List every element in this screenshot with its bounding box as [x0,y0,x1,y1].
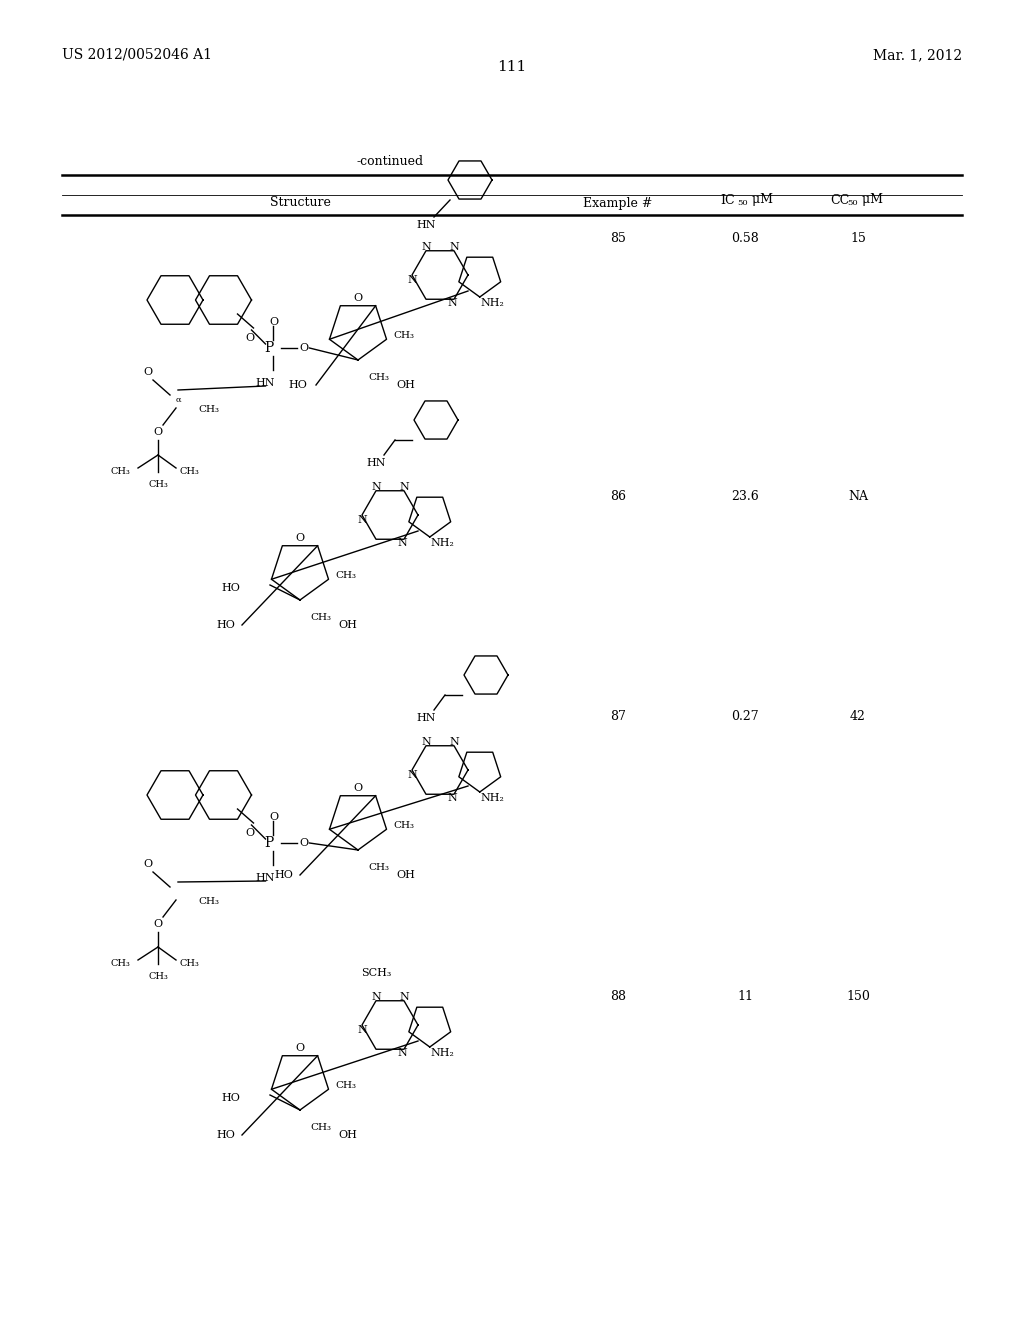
Text: CH₃: CH₃ [393,330,414,339]
Text: HO: HO [221,1093,240,1104]
Text: 88: 88 [610,990,626,1003]
Text: OH: OH [396,380,415,389]
Text: CH₃: CH₃ [335,570,356,579]
Text: CH₃: CH₃ [198,898,219,907]
Text: 42: 42 [850,710,866,723]
Text: O: O [299,838,308,847]
Text: O: O [245,828,254,838]
Text: N: N [450,737,459,747]
Text: HN: HN [256,378,275,388]
Text: N: N [371,993,381,1002]
Text: N: N [447,793,457,803]
Text: O: O [269,317,279,327]
Text: O: O [353,783,362,793]
Text: CH₃: CH₃ [180,960,200,969]
Text: Mar. 1, 2012: Mar. 1, 2012 [872,48,962,62]
Text: N: N [421,242,431,252]
Text: CH₃: CH₃ [368,863,389,873]
Text: CH₃: CH₃ [310,614,331,623]
Text: CH₃: CH₃ [393,821,414,829]
Text: CH₃: CH₃ [335,1081,356,1089]
Text: Example #: Example # [584,197,652,210]
Text: CH₃: CH₃ [180,467,200,477]
Text: 23.6: 23.6 [731,490,759,503]
Text: O: O [299,343,308,352]
Text: CH₃: CH₃ [111,960,130,969]
Text: O: O [296,533,304,543]
Text: NH₂: NH₂ [430,539,454,548]
Text: P: P [264,836,273,850]
Text: IC: IC [720,194,734,206]
Text: US 2012/0052046 A1: US 2012/0052046 A1 [62,48,212,62]
Text: HO: HO [216,620,234,630]
Text: 15: 15 [850,232,866,246]
Text: O: O [143,367,153,378]
Text: 87: 87 [610,710,626,723]
Text: -continued: -continued [356,154,424,168]
Text: N: N [357,515,367,525]
Text: N: N [447,298,457,308]
Text: CH₃: CH₃ [111,467,130,477]
Text: O: O [143,859,153,869]
Text: O: O [353,293,362,304]
Text: NA: NA [848,490,868,503]
Text: SCH₃: SCH₃ [360,968,391,978]
Text: HN: HN [416,220,436,230]
Text: N: N [399,993,409,1002]
Text: N: N [450,242,459,252]
Text: N: N [357,1026,367,1035]
Text: O: O [269,812,279,822]
Text: NH₂: NH₂ [480,793,504,803]
Text: OH: OH [396,870,415,880]
Text: 86: 86 [610,490,626,503]
Text: OH: OH [338,620,357,630]
Text: O: O [296,1043,304,1053]
Text: CH₃: CH₃ [198,405,219,414]
Text: CH₃: CH₃ [148,480,168,488]
Text: P: P [264,341,273,355]
Text: 150: 150 [846,990,870,1003]
Text: NH₂: NH₂ [430,1048,454,1059]
Text: 111: 111 [498,59,526,74]
Text: α: α [175,396,181,404]
Text: NH₂: NH₂ [480,298,504,308]
Text: HN: HN [367,458,386,469]
Text: HN: HN [416,713,436,723]
Text: HO: HO [274,870,293,880]
Text: 0.58: 0.58 [731,232,759,246]
Text: 85: 85 [610,232,626,246]
Text: 50: 50 [847,199,858,207]
Text: 0.27: 0.27 [731,710,759,723]
Text: N: N [408,770,417,780]
Text: HO: HO [216,1130,234,1140]
Text: N: N [397,539,407,548]
Text: CC: CC [830,194,849,206]
Text: OH: OH [338,1130,357,1140]
Text: HN: HN [256,873,275,883]
Text: O: O [154,426,163,437]
Text: 50: 50 [737,199,748,207]
Text: N: N [371,482,381,492]
Text: HO: HO [221,583,240,593]
Text: CH₃: CH₃ [148,972,168,981]
Text: N: N [397,1048,407,1059]
Text: μM: μM [858,194,883,206]
Text: O: O [154,919,163,929]
Text: N: N [408,275,417,285]
Text: HO: HO [288,380,307,389]
Text: 11: 11 [737,990,753,1003]
Text: N: N [399,482,409,492]
Text: N: N [421,737,431,747]
Text: O: O [245,333,254,343]
Text: Structure: Structure [269,197,331,210]
Text: CH₃: CH₃ [310,1123,331,1133]
Text: μM: μM [748,194,773,206]
Text: CH₃: CH₃ [368,374,389,383]
